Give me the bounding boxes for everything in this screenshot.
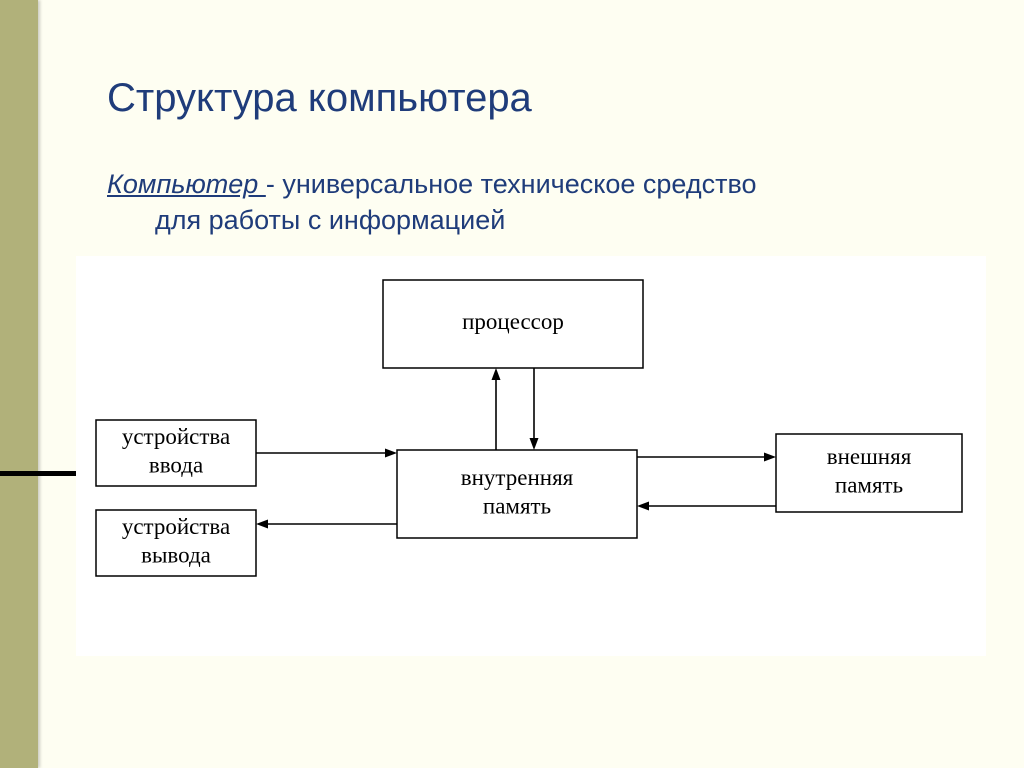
svg-text:вывода: вывода [141,543,211,568]
slide: Структура компьютера Компьютер - универс… [0,0,1024,768]
svg-text:процессор: процессор [462,309,564,334]
svg-text:устройства: устройства [122,514,230,539]
diagram-panel: процессор устройства ввода устройства вывода… [76,256,986,656]
flowchart-svg: процессор устройства ввода устройства вывода… [76,256,986,656]
svg-text:внешняя: внешняя [827,444,912,469]
slide-title: Структура компьютера [107,76,532,121]
svg-text:устройства: устройства [122,424,230,449]
svg-text:память: память [483,494,551,519]
slide-subtitle: Компьютер - универсальное техническое ср… [107,166,757,239]
svg-text:память: память [835,473,903,498]
subtitle-line2: для работы с информацией [155,202,757,238]
sidebar-accent [0,0,38,768]
subtitle-term: Компьютер [107,169,266,199]
svg-text:ввода: ввода [149,453,203,478]
subtitle-line1: - универсальное техническое средство [266,169,757,199]
svg-text:внутренняя: внутренняя [461,465,574,490]
